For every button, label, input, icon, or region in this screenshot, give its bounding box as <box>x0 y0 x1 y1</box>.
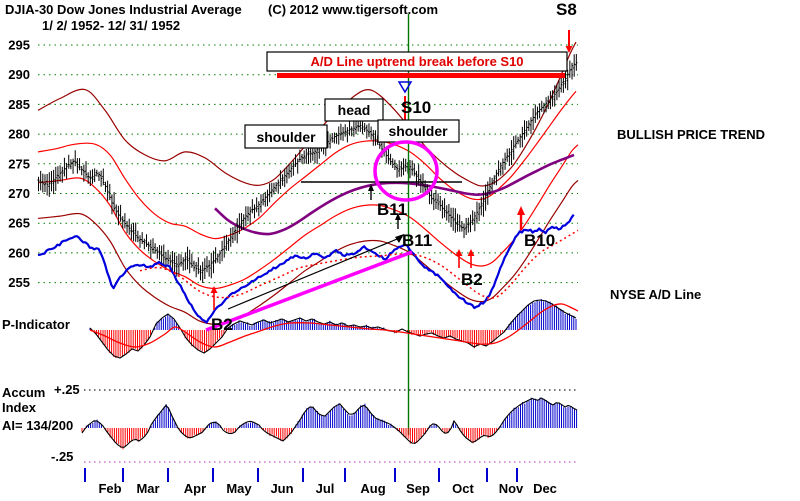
signal-b11-upper-label: B11 <box>377 200 407 219</box>
accum-hist-neg <box>81 428 500 450</box>
month-label: Dec <box>533 481 557 496</box>
month-label: Sep <box>406 481 430 496</box>
y-axis-tick-label: 290 <box>8 67 30 82</box>
month-label: Mar <box>136 481 159 496</box>
ad-trendline-magenta <box>205 250 413 332</box>
b10-up-arrow-icon <box>517 206 525 230</box>
month-label: Jul <box>316 481 335 496</box>
month-label: Apr <box>184 481 206 496</box>
outer-lower-band <box>37 179 579 325</box>
signal-s8-label: S8 <box>556 0 577 19</box>
bullish-trend-label: BULLISH PRICE TREND <box>617 127 765 142</box>
p-indicator-red-ma <box>89 303 579 348</box>
s8-down-arrow-icon <box>565 30 573 53</box>
y-axis-tick-label: 285 <box>8 97 30 112</box>
red-underline-bar <box>277 73 565 78</box>
nyse-ad-line <box>37 214 575 324</box>
signal-b2-april-label: B2 <box>211 315 233 334</box>
ad-break-note-label: A/D Line uptrend break before S10 <box>310 54 523 69</box>
minus-25-label: -.25 <box>51 449 73 464</box>
month-label: Nov <box>499 481 524 496</box>
month-label: Feb <box>98 481 121 496</box>
y-axis-tick-label: 255 <box>8 275 30 290</box>
shoulder-left-label: shoulder <box>256 129 316 145</box>
signal-b10-label: B10 <box>524 231 555 250</box>
month-label: Jun <box>270 481 293 496</box>
chart-plot: 295 290 285 280 275 270 265 260 255 Feb Mar Apr May J… <box>8 14 579 496</box>
shoulder-right-box <box>377 119 460 143</box>
chart-title: DJIA-30 Dow Jones Industrial Average <box>5 2 242 17</box>
inner-lower-band <box>37 144 579 290</box>
y-axis-tick-label: 295 <box>8 38 30 53</box>
price-bars <box>37 54 578 283</box>
p-indicator-hist-neg <box>91 330 506 359</box>
highlight-circle <box>373 140 439 202</box>
copyright-label: (C) 2012 www.tigersoft.com <box>268 2 438 17</box>
accum-hist-envelope <box>81 397 578 448</box>
month-label: Aug <box>360 481 385 496</box>
accum-label-line1: Accum <box>2 385 45 400</box>
ad-trendline-arrowhead-icon <box>395 234 404 243</box>
price-ma-purple <box>214 153 575 236</box>
plus-25-label: +.25 <box>54 382 80 397</box>
ad-trendline-black <box>227 236 403 310</box>
y-axis-tick-label: 270 <box>8 186 30 201</box>
shoulder-left-box <box>244 124 328 149</box>
annotations-layer: DJIA-30 Dow Jones Industrial Average 1/ … <box>2 0 765 464</box>
signal-s10-label: S10 <box>401 98 431 117</box>
p-indicator-label: P-Indicator <box>2 317 70 332</box>
y-axis-tick-label: 275 <box>8 156 30 171</box>
outer-upper-band <box>37 41 577 187</box>
accum-label-line3: AI= 134/200 <box>2 418 73 433</box>
y-axis-tick-label: 265 <box>8 216 30 231</box>
signal-b11-lower-label: B11 <box>402 231 432 250</box>
chart-date-range: 1/ 2/ 1952- 12/ 31/ 1952 <box>42 18 180 33</box>
ad-ma-dotted <box>139 229 579 299</box>
b2-october-up-arrows-icon <box>455 249 475 268</box>
p-indicator-hist-envelope <box>89 299 577 359</box>
y-axis-tick-label: 280 <box>8 127 30 142</box>
head-box <box>324 98 384 122</box>
b2-april-up-arrow-icon <box>210 286 218 310</box>
head-label: head <box>338 102 371 118</box>
inner-upper-band <box>37 90 577 240</box>
nyse-ad-line-label: NYSE A/D Line <box>610 287 701 302</box>
b11-upper-up-arrow-icon <box>368 184 374 200</box>
sell-triangle-icon <box>397 81 413 94</box>
ad-break-note-box <box>266 51 568 72</box>
shoulder-right-label: shoulder <box>388 123 448 139</box>
b11-lower-up-arrow-icon <box>395 213 401 229</box>
signal-b2-october-label: B2 <box>461 270 483 289</box>
y-axis-tick-label: 260 <box>8 245 30 260</box>
month-label: Oct <box>452 481 474 496</box>
month-label: May <box>226 481 252 496</box>
accum-label-line2: Index <box>2 400 37 415</box>
